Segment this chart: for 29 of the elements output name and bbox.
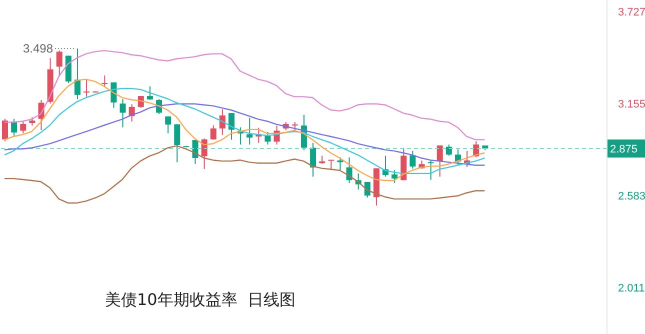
candlestick — [392, 170, 398, 184]
candlestick — [174, 124, 180, 163]
candlestick — [228, 112, 234, 140]
y-tick-label: 2.583 — [618, 190, 645, 202]
y-tick-label: 3.727 — [618, 6, 645, 19]
line-series — [4, 103, 486, 166]
candlestick — [56, 50, 62, 77]
y-tick-label: 3.155 — [618, 98, 645, 111]
ref-line-label: 2.875 — [610, 144, 638, 156]
annotation: 3.498 — [22, 41, 54, 56]
text: 美债10年期收益率 日线图 — [105, 290, 296, 311]
candlestick — [20, 121, 26, 134]
candlestick — [436, 144, 443, 178]
candlestick — [210, 124, 216, 140]
candlestick — [84, 78, 90, 98]
candlestick — [246, 117, 253, 146]
candlestick — [2, 118, 8, 142]
candlestick — [138, 96, 144, 108]
candlestick — [428, 160, 434, 180]
candlestick — [264, 131, 271, 146]
candlestick — [120, 98, 126, 128]
y-tick-label: 2.011 — [618, 282, 645, 294]
candlestick — [146, 86, 153, 100]
candlestick — [102, 74, 108, 88]
candlestick — [310, 142, 316, 178]
candlestick — [74, 48, 80, 100]
candlestick — [165, 116, 172, 134]
candlestick — [410, 150, 416, 170]
line-series — [4, 78, 486, 182]
